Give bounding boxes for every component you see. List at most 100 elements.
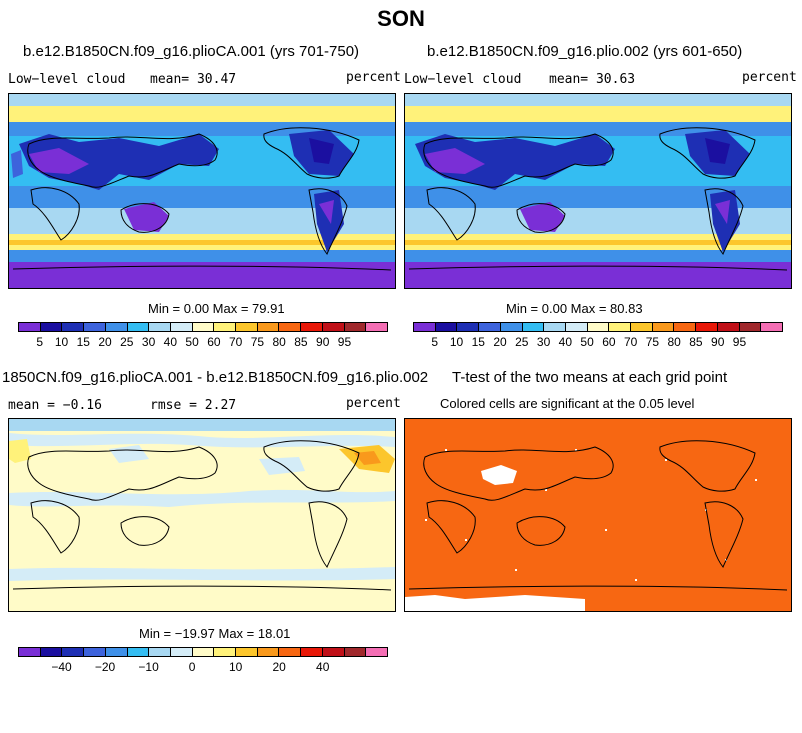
colorbar-tick-label: 25	[120, 335, 134, 349]
colorbar-tick-label: 10	[54, 335, 69, 349]
colorbar-swatch	[500, 323, 523, 331]
panel1-minmax: Min = 0.00 Max = 79.91	[148, 301, 285, 316]
colorbar-swatch	[435, 323, 458, 331]
colorbar-tick-label: 70	[228, 335, 243, 349]
panel1-colorbar	[18, 322, 388, 332]
colorbar-swatch	[214, 648, 237, 656]
colorbar-tick-label: 20	[98, 335, 112, 349]
colorbar-tick-label: 5	[36, 335, 44, 349]
colorbar-swatch	[19, 648, 41, 656]
panel2-colorbar-labels: 5 10 15 20 25 30 40 50 60 70 75 80 85 90 95	[413, 335, 783, 349]
colorbar-tick-label: 15	[471, 335, 485, 349]
colorbar-tick-label: 80	[272, 335, 286, 349]
colorbar-tick-label: 85	[689, 335, 703, 349]
colorbar-swatch	[105, 323, 128, 331]
colorbar-swatch	[105, 648, 128, 656]
panel4-map	[404, 418, 792, 612]
panel4-title: T-test of the two means at each grid poi…	[452, 369, 728, 386]
season-title: SON	[377, 6, 425, 31]
colorbar-swatch	[84, 648, 106, 656]
colorbar-tick-label: 0	[188, 660, 196, 674]
colorbar-tick-label: 80	[667, 335, 681, 349]
panel1-units: percent	[346, 70, 401, 85]
colorbar-swatch	[565, 323, 588, 331]
colorbar-swatch	[674, 323, 697, 331]
panel2-map	[404, 93, 792, 289]
colorbar-tick-label: 90	[711, 335, 725, 349]
panel2-units: percent	[742, 70, 797, 85]
panel3-heatmap	[9, 419, 395, 611]
colorbar-swatch	[62, 323, 85, 331]
colorbar-swatch	[84, 323, 106, 331]
colorbar-swatch	[322, 323, 345, 331]
colorbar-swatch	[279, 648, 302, 656]
panel3-map	[8, 418, 396, 612]
colorbar-tick-label: 40	[316, 660, 330, 674]
colorbar-swatch	[322, 648, 345, 656]
colorbar-tick-label: 50	[580, 335, 594, 349]
colorbar-swatch	[544, 323, 566, 331]
colorbar-swatch	[609, 323, 632, 331]
colorbar-tick-label: −10	[138, 660, 159, 674]
colorbar-swatch	[170, 323, 193, 331]
panel3-title: 1850CN.f09_g16.plioCA.001 - b.e12.B1850C…	[2, 369, 429, 386]
colorbar-swatch	[149, 323, 171, 331]
panel1-mean: mean= 30.47	[150, 72, 237, 87]
panel1-colorbar-labels: 5 10 15 20 25 30 40 50 60 70 75 80 85 90 95	[18, 335, 388, 349]
colorbar-swatch	[19, 323, 41, 331]
panel2-minmax: Min = 0.00 Max = 80.83	[506, 301, 643, 316]
colorbar-swatch	[344, 648, 367, 656]
colorbar-tick-label: 30	[141, 335, 156, 349]
panel1-map	[8, 93, 396, 289]
panel4-subtitle: Colored cells are significant at the 0.0…	[440, 396, 695, 411]
colorbar-tick-label: 95	[732, 335, 747, 349]
colorbar-swatch	[257, 323, 280, 331]
colorbar-swatch	[127, 323, 150, 331]
colorbar-swatch	[40, 648, 63, 656]
colorbar-tick-label: 75	[645, 335, 660, 349]
colorbar-tick-label: 50	[185, 335, 199, 349]
colorbar-swatch	[62, 648, 85, 656]
colorbar-swatch	[366, 323, 387, 331]
colorbar-swatch	[479, 323, 501, 331]
colorbar-swatch	[149, 648, 171, 656]
colorbar-tick-label: 40	[163, 335, 178, 349]
colorbar-swatch	[214, 323, 237, 331]
colorbar-swatch	[366, 648, 387, 656]
colorbar-swatch	[344, 323, 367, 331]
colorbar-swatch	[522, 323, 545, 331]
panel3-rmse: rmse = 2.27	[150, 398, 237, 413]
panel1-heatmap	[9, 94, 395, 288]
colorbar-tick-label: 15	[76, 335, 90, 349]
colorbar-tick-label: −40	[51, 660, 72, 674]
colorbar-tick-label: 60	[207, 335, 221, 349]
colorbar-swatch	[301, 648, 323, 656]
colorbar-swatch	[696, 323, 718, 331]
colorbar-swatch	[301, 323, 323, 331]
panel3-mean: mean = −0.16	[8, 398, 102, 413]
panel2-variable: Low−level cloud	[404, 72, 522, 87]
colorbar-swatch	[127, 648, 150, 656]
colorbar-tick-label: 5	[431, 335, 439, 349]
colorbar-swatch	[457, 323, 480, 331]
colorbar-tick-label: 90	[316, 335, 330, 349]
colorbar-swatch	[279, 323, 302, 331]
colorbar-swatch	[236, 648, 258, 656]
colorbar-tick-label: 40	[558, 335, 573, 349]
panel3-colorbar	[18, 647, 388, 657]
panel2-title: b.e12.B1850CN.f09_g16.plio.002 (yrs 601-…	[427, 43, 743, 60]
colorbar-tick-label: 10	[228, 660, 243, 674]
colorbar-tick-label: −20	[94, 660, 116, 674]
colorbar-tick-label: 30	[536, 335, 551, 349]
panel3-colorbar-labels: −40 −20 −10 0 10 20 40	[18, 660, 388, 674]
colorbar-tick-label: 75	[250, 335, 265, 349]
panel3-units: percent	[346, 396, 401, 411]
colorbar-swatch	[652, 323, 675, 331]
colorbar-swatch	[761, 323, 782, 331]
colorbar-tick-label: 10	[449, 335, 464, 349]
panel1-variable: Low−level cloud	[8, 72, 126, 87]
colorbar-swatch	[192, 648, 215, 656]
colorbar-swatch	[170, 648, 193, 656]
colorbar-tick-label: 20	[493, 335, 507, 349]
colorbar-swatch	[587, 323, 610, 331]
